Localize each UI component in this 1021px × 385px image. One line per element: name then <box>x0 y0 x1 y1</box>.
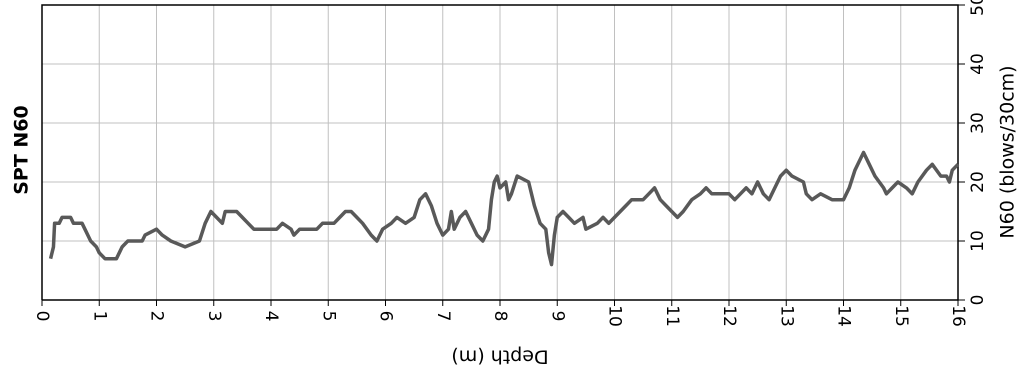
x-tick-label: 4 <box>261 311 281 322</box>
x-tick-label: 2 <box>147 311 167 322</box>
y-tick-label: 20 <box>968 171 988 193</box>
data-line <box>48 150 960 267</box>
x-tick-label: 0 <box>32 311 52 322</box>
y-tick-label: 30 <box>968 112 988 134</box>
x-axis-label: Depth (m) <box>451 346 548 368</box>
x-tick-label: 15 <box>891 305 911 327</box>
x-tick-label: 9 <box>547 311 567 322</box>
x-tick-label: 6 <box>376 311 396 322</box>
y-tick-label: 50 <box>968 0 988 16</box>
y-tick-label: 0 <box>968 295 988 306</box>
x-tick-label: 10 <box>605 305 625 327</box>
x-tick-label: 14 <box>834 305 854 327</box>
y-axis-label: N60 (blows/30cm) <box>997 65 1019 238</box>
x-tick-label: 3 <box>204 311 224 322</box>
x-tick-label: 12 <box>719 305 739 327</box>
axis-frame <box>41 4 959 301</box>
x-tick-label: 7 <box>433 311 453 322</box>
x-tick-label: 13 <box>776 305 796 327</box>
x-tick-label: 1 <box>89 311 109 322</box>
x-tick-label: 16 <box>948 305 968 327</box>
x-tick-label: 8 <box>490 311 510 322</box>
y-tick-label: 10 <box>968 230 988 252</box>
x-tick-label: 5 <box>318 311 338 322</box>
x-tick-label: 11 <box>662 305 682 327</box>
chart-title: SPT N60 <box>11 105 33 195</box>
y-tick-label: 40 <box>968 53 988 75</box>
